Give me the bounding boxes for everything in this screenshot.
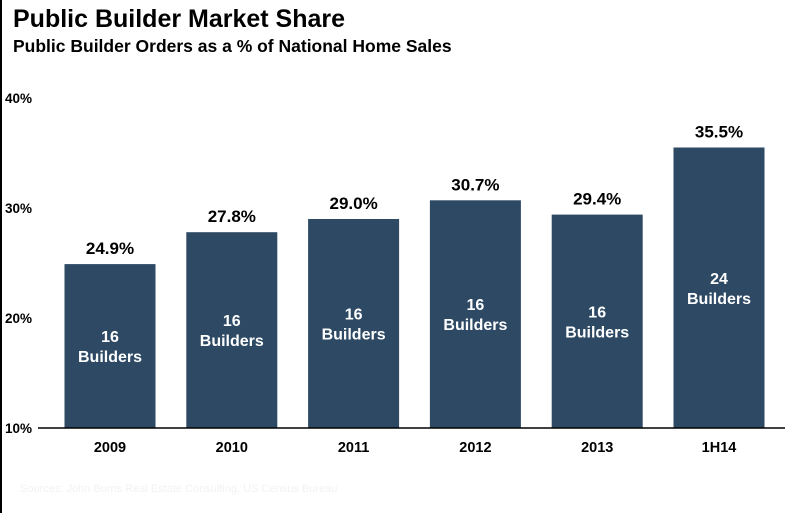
bar-inner-label: 24 xyxy=(710,271,728,288)
value-label: 24.9% xyxy=(86,239,134,258)
x-axis-ticks: 2009 2010 2011 2012 2013 1H14 xyxy=(94,440,736,456)
x-tick-label: 2010 xyxy=(216,440,248,456)
y-tick-label: 40% xyxy=(5,91,32,106)
bar-2010 xyxy=(186,232,278,428)
bar-inner-label: 16 xyxy=(223,313,241,330)
bar-2009 xyxy=(64,264,156,428)
bar-2013 xyxy=(551,214,643,428)
bar-inner-label: Builders xyxy=(200,333,264,350)
bar-inner-label: 16 xyxy=(101,329,119,346)
value-label: 35.5% xyxy=(695,123,743,142)
chart-subtitle: Public Builder Orders as a % of National… xyxy=(13,36,452,56)
value-label: 27.8% xyxy=(208,207,256,226)
bar-2011 xyxy=(308,219,400,428)
bar-inner-label: Builders xyxy=(687,291,751,308)
y-tick-label: 20% xyxy=(5,311,32,326)
x-tick-label: 2013 xyxy=(581,440,613,456)
value-label: 29.0% xyxy=(329,194,377,213)
x-tick-label: 2011 xyxy=(338,440,369,456)
bar-inner-label: 16 xyxy=(467,297,485,314)
bars: 24.9% 16 Builders 27.8% 16 Builders 29.0% 16 Bui… xyxy=(64,123,765,428)
x-tick-label: 1H14 xyxy=(702,440,737,456)
left-border-rule xyxy=(0,0,2,513)
y-tick-label: 10% xyxy=(5,421,32,436)
y-tick-label: 30% xyxy=(5,201,32,216)
bar-inner-label: 16 xyxy=(345,307,363,324)
bar-1H14 xyxy=(673,147,765,428)
bar-inner-label: Builders xyxy=(322,327,386,344)
chart-title: Public Builder Market Share xyxy=(13,5,346,33)
value-label: 30.7% xyxy=(451,175,499,194)
x-tick-label: 2012 xyxy=(459,440,491,456)
bar-inner-label: Builders xyxy=(565,324,629,341)
bar-2012 xyxy=(429,200,521,428)
bar-inner-label: Builders xyxy=(443,317,507,334)
x-tick-label: 2009 xyxy=(94,440,126,456)
bar-inner-label: Builders xyxy=(78,349,142,366)
value-label: 29.4% xyxy=(573,190,621,209)
source-footnote: Sources: John Burns Real Estate Consulti… xyxy=(20,483,338,495)
bar-inner-label: 16 xyxy=(588,304,606,321)
y-axis-ticks: 10% 20% 30% 40% xyxy=(5,91,32,436)
